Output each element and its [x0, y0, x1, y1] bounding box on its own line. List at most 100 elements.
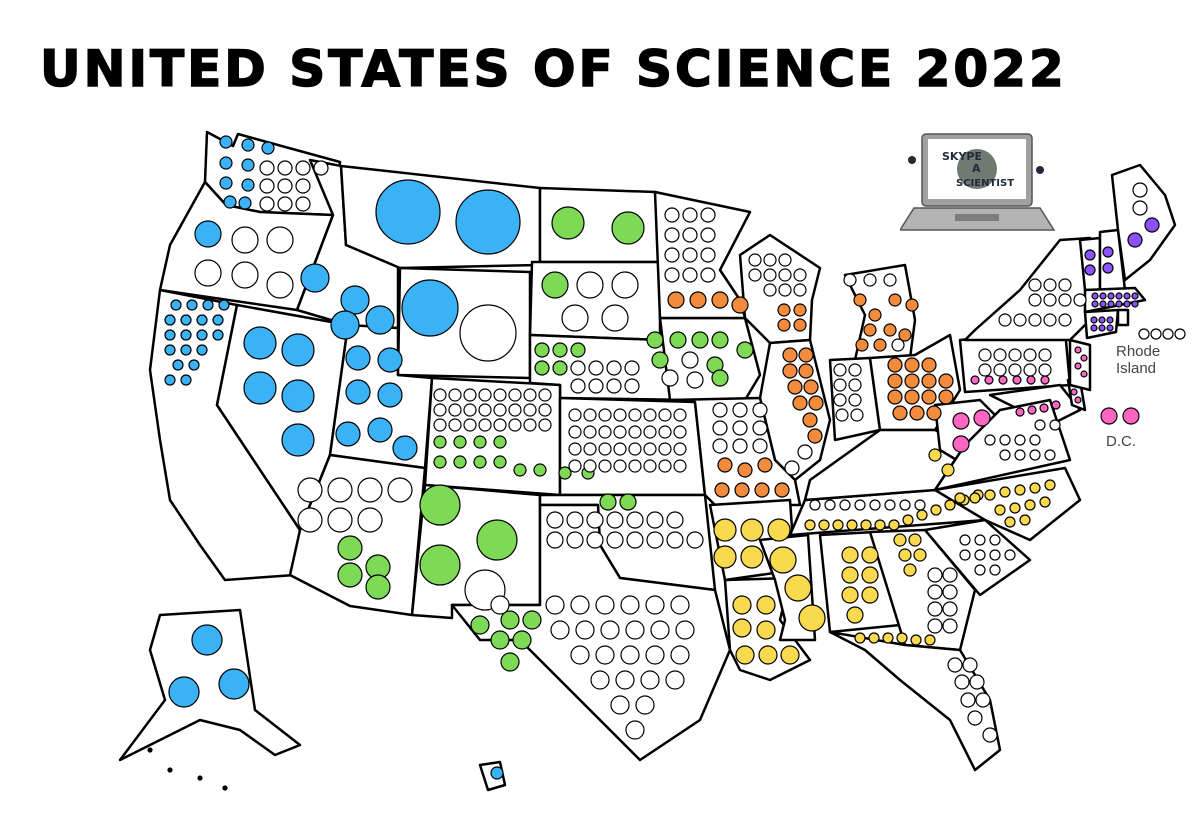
empty-circle-indiana [848, 393, 862, 407]
state-maine [1110, 163, 1177, 282]
filled-circle-illinois [803, 379, 819, 395]
filled-circle-nevada [281, 423, 315, 457]
empty-circle-new-york [1058, 278, 1072, 292]
filled-circle-arkansas [713, 545, 737, 569]
filled-circle-colorado [453, 455, 467, 469]
filled-circle-ohio [909, 405, 925, 421]
filled-circle-connecticut [1098, 316, 1106, 324]
filled-circle-iowa [651, 351, 669, 369]
empty-circle-washington [295, 160, 311, 176]
empty-circle-colorado [463, 418, 477, 432]
empty-circle-oklahoma [626, 511, 644, 529]
filled-circle-maine [1144, 217, 1160, 233]
filled-circle-massachusetts [1091, 300, 1099, 308]
filled-circle-california [202, 299, 214, 311]
island-mark [197, 775, 203, 781]
filled-circle-idaho [340, 285, 370, 315]
filled-circle-massachusetts [1091, 292, 1099, 300]
empty-circle-texas [545, 595, 565, 615]
filled-circle-nebraska [552, 360, 568, 376]
empty-circle-nebraska [624, 378, 640, 394]
empty-circle-texas [650, 620, 670, 640]
empty-circle-florida [962, 657, 978, 673]
filled-circle-louisiana [732, 618, 752, 638]
filled-circle-california [164, 329, 176, 341]
empty-circle-colorado [478, 388, 492, 402]
filled-circle-north-carolina [1014, 484, 1026, 496]
empty-circle-new-york [1028, 278, 1042, 292]
empty-circle-virginia [1044, 449, 1056, 461]
filled-circle-minnesota [689, 291, 707, 309]
filled-circle-colorado [453, 435, 467, 449]
empty-circle-arizona [297, 477, 323, 503]
empty-circle-indiana [848, 363, 862, 377]
empty-circle-indiana [848, 378, 862, 392]
filled-circle-michigan [888, 293, 902, 307]
filled-circle-minnesota [711, 291, 729, 309]
empty-circle-georgia [927, 618, 943, 634]
filled-circle-georgia [913, 548, 927, 562]
empty-circle-oregon [194, 259, 222, 287]
empty-circle-colorado [448, 388, 462, 402]
filled-circle-massachusetts [1115, 292, 1123, 300]
filled-circle-utah [345, 379, 371, 405]
empty-circle-wisconsin [763, 283, 777, 297]
empty-circle-wisconsin [748, 253, 762, 267]
filled-circle-tennessee [804, 519, 816, 531]
filled-circle-kentucky [928, 448, 942, 462]
rhode-island-label: Rhode Island [1116, 343, 1161, 377]
empty-circle-new-york [1073, 293, 1087, 307]
empty-circle-rhode-island [1138, 328, 1150, 340]
empty-circle-virginia [1029, 449, 1041, 461]
dc-label: D.C. [1106, 433, 1136, 450]
filled-circle-vermont [1084, 264, 1096, 276]
empty-circle-michigan [863, 273, 877, 287]
empty-circle-indiana [833, 363, 847, 377]
empty-circle-georgia [942, 618, 958, 634]
filled-circle-north-dakota [551, 206, 585, 240]
empty-circle-texas [590, 670, 610, 690]
filled-circle-missouri [754, 482, 770, 498]
empty-circle-wisconsin [763, 253, 777, 267]
empty-circle-new-york [1028, 293, 1042, 307]
empty-circle-texas [595, 595, 615, 615]
empty-circle-kentucky [884, 499, 896, 511]
empty-circle-south-dakota [611, 271, 639, 299]
filled-circle-connecticut [1090, 324, 1098, 332]
empty-circle-kansas [628, 459, 642, 473]
filled-circle-michigan [883, 323, 897, 337]
empty-circle-minnesota [700, 267, 716, 283]
empty-circle-texas [550, 620, 570, 640]
empty-circle-maine [1132, 182, 1148, 198]
filled-circle-missouri [774, 482, 790, 498]
empty-circle-texas [675, 620, 695, 640]
filled-circle-massachusetts [1107, 292, 1115, 300]
empty-circle-oklahoma [626, 531, 644, 549]
filled-circle-arizona [337, 535, 363, 561]
filled-circle-alabama [861, 566, 879, 584]
empty-circle-colorado [538, 388, 552, 402]
filled-circle-illinois [787, 379, 803, 395]
filled-circle-nevada [243, 371, 277, 405]
empty-circle-kansas [568, 425, 582, 439]
filled-circle-texas [522, 610, 542, 630]
filled-circle-connecticut [1106, 316, 1114, 324]
filled-circle-new-mexico [419, 484, 461, 526]
empty-circle-florida [982, 727, 998, 743]
empty-circle-minnesota [664, 227, 680, 243]
filled-circle-alaska [191, 624, 223, 656]
filled-circle-west-virginia [952, 435, 970, 453]
empty-circle-washington [313, 160, 329, 176]
empty-circle-oregon [231, 226, 259, 254]
skype-a-scientist-logo: SKYPE A SCIENTIST [898, 130, 1058, 240]
filled-circle-wisconsin [793, 303, 807, 317]
filled-circle-tennessee [818, 519, 830, 531]
filled-circle-tennessee [916, 509, 928, 521]
filled-circle-washington [241, 158, 255, 172]
filled-circle-delaware [1074, 396, 1082, 404]
empty-circle-pennsylvania [1008, 363, 1022, 377]
filled-circle-ohio [938, 373, 954, 389]
empty-circle-virginia [1049, 419, 1061, 431]
empty-circle-colorado [493, 388, 507, 402]
empty-circle-new-york [1043, 278, 1057, 292]
